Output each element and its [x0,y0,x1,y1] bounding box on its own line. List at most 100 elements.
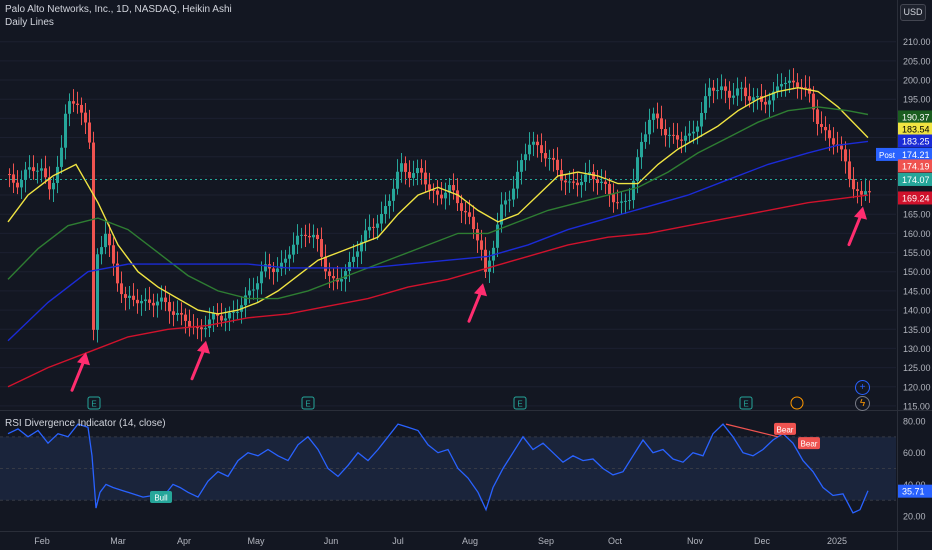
candle-body [176,313,179,315]
candle-body [52,182,55,190]
candle-body [284,258,287,263]
time-tick-label: Oct [608,536,623,546]
candle-body [72,101,75,104]
candle-body [256,283,259,290]
candle-body [272,268,275,273]
currency-button[interactable]: USD [900,4,926,21]
indicator-lines-label: Daily Lines [5,17,54,28]
candle-body [288,254,291,259]
candle-body [144,299,147,302]
candle-body [320,239,323,257]
candle-body [384,206,387,214]
candle-body [760,96,763,102]
candle-body [44,168,47,178]
signal-label-bg [798,437,820,450]
post-tag-bg [876,147,898,161]
candle-body [252,289,255,291]
candle-body [604,181,607,185]
candle-body [756,96,759,98]
price-label: 174.07 [902,175,930,185]
arrow-head [197,340,210,354]
candle-body [424,172,427,185]
candle-body [832,138,835,145]
earnings-badge-label: E [743,400,748,409]
time-tick-label: Jul [392,536,404,546]
candle-body [844,149,847,162]
signal-label: Bear [774,422,796,435]
candle-body [460,203,463,211]
candle-body [580,181,583,186]
candle-body [332,276,335,279]
candle-body [464,210,467,213]
candle-body [660,118,663,130]
candle-body [180,313,183,315]
candle-body [468,212,471,217]
price-tick-label: 200.00 [903,76,931,86]
candle-body [352,256,355,262]
signal-label: Bull [150,491,172,504]
candle-body [656,113,659,119]
candle-body [672,134,675,136]
candle-body [684,135,687,141]
candle-body [380,213,383,224]
candle-body [112,245,115,264]
price-tick-label: 210.00 [903,37,931,47]
candle-body [136,299,139,304]
dividend-marker [790,396,804,410]
candle-body [796,82,799,87]
earnings-marker: E [301,396,315,410]
candle-body [88,122,91,143]
price-label-bg [898,191,932,205]
candle-body [232,311,235,313]
candle-body [308,235,311,238]
candle-body [824,126,827,131]
candle-body [168,302,171,312]
candle-body [676,135,679,140]
candle-body [304,234,307,236]
candle-body [848,161,851,179]
candle-body [556,159,559,171]
candle-body [24,169,27,180]
rsi-line [7,423,869,514]
candle-body [496,224,499,248]
candle-body [500,204,503,225]
divergence-line [725,423,779,438]
price-tick-label: 160.00 [903,229,931,239]
time-tick-label: Dec [754,536,771,546]
candle-body [804,87,807,89]
lightning-icon[interactable]: ϟ [855,396,870,411]
candle-body [532,141,535,145]
candle-body [68,101,71,114]
candle-body [488,260,491,272]
candle-body [408,171,411,178]
candle-body [484,249,487,272]
candle-body [584,174,587,182]
time-tick-label: 2025 [827,536,847,546]
price-label: 190.37 [902,112,930,122]
candle-body [356,251,359,257]
candle-body [736,88,739,96]
candle-body [200,327,203,330]
candle-body [316,234,319,240]
candle-body [544,153,547,159]
candle-body [728,90,731,98]
candle-body [344,271,347,280]
candle-body [764,101,767,105]
time-tick-label: Jun [324,536,339,546]
candle-body [788,80,791,83]
candle-body [704,96,707,113]
candle-body [840,145,843,150]
price-tick-label: 165.00 [903,210,931,220]
candle-body [312,234,315,238]
arrow-head [854,206,867,220]
candle-body [28,167,31,170]
candle-body [776,86,779,92]
add-icon[interactable]: + [855,380,870,395]
candle-body [720,86,723,91]
candle-body [600,181,603,184]
ma-green-line [7,106,869,300]
candle-body [868,191,871,193]
candle-body [524,154,527,161]
price-tick-label: 205.00 [903,56,931,66]
